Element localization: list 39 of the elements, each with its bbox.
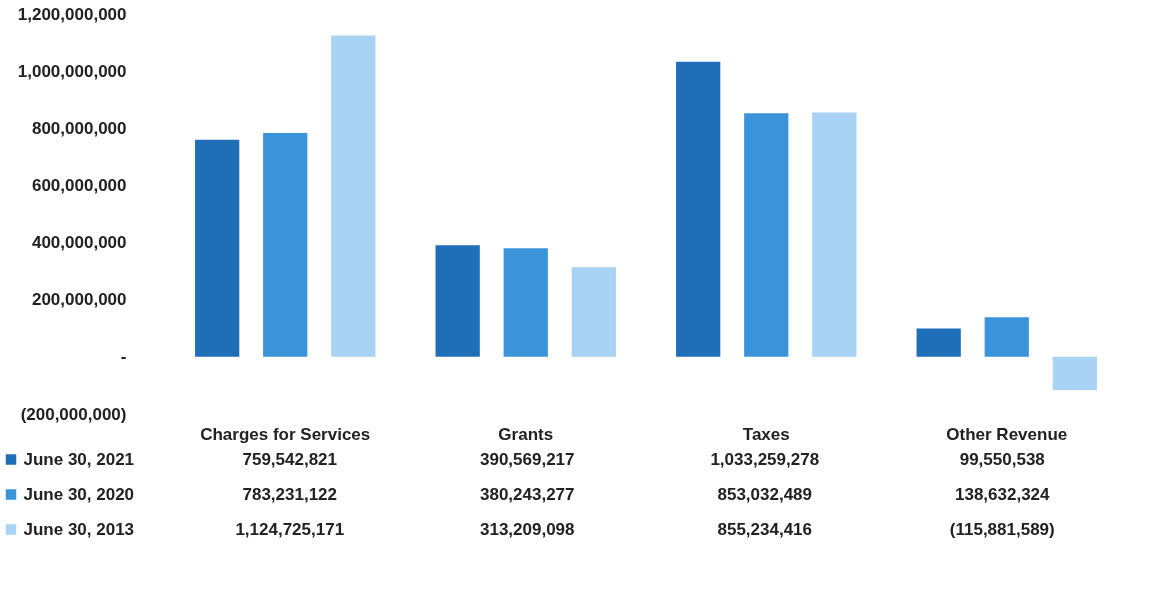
y-tick-label: 600,000,000 [31, 175, 127, 195]
data-label: 313,209,098 [479, 519, 575, 539]
x-tick-label: Taxes [742, 424, 790, 444]
x-tick-label: Other Revenue [946, 424, 1068, 444]
y-tick-label: 200,000,000 [31, 290, 127, 310]
bar [916, 328, 961, 357]
data-label: 380,243,277 [479, 484, 575, 504]
y-tick-label: 400,000,000 [31, 233, 127, 253]
x-tick-label: Grants [498, 424, 554, 444]
data-label: 138,632,324 [954, 484, 1051, 504]
y-tick-label: 800,000,000 [31, 118, 127, 138]
data-label: (115,881,589) [949, 519, 1055, 539]
bar [676, 61, 721, 357]
bar [571, 267, 616, 357]
data-label: 855,234,416 [717, 519, 813, 539]
data-label: 1,124,725,171 [235, 519, 345, 539]
bar [331, 35, 376, 357]
legend-label: June 30, 2013 [23, 520, 135, 539]
bar [503, 248, 548, 357]
y-tick-label: 1,000,000,000 [17, 61, 127, 81]
data-label: 853,032,489 [717, 484, 813, 504]
y-tick-label: (200,000,000) [20, 404, 127, 424]
x-tick-label: Charges for Services [200, 424, 371, 444]
y-tick-label: - [120, 347, 127, 367]
bar [984, 317, 1029, 357]
data-label: 1,033,259,278 [710, 449, 820, 469]
bar [812, 112, 857, 357]
bar [195, 139, 240, 357]
legend-label: June 30, 2020 [23, 485, 135, 504]
data-label: 783,231,122 [242, 484, 338, 504]
legend-label: June 30, 2021 [23, 450, 135, 469]
bar [1052, 356, 1097, 390]
bar [263, 133, 308, 357]
bar [435, 245, 480, 357]
data-label: 759,542,821 [242, 449, 338, 469]
data-label: 390,569,217 [479, 449, 575, 469]
bar [744, 113, 789, 357]
data-label: 99,550,538 [959, 449, 1045, 469]
y-tick-label: 1,200,000,000 [17, 4, 127, 24]
